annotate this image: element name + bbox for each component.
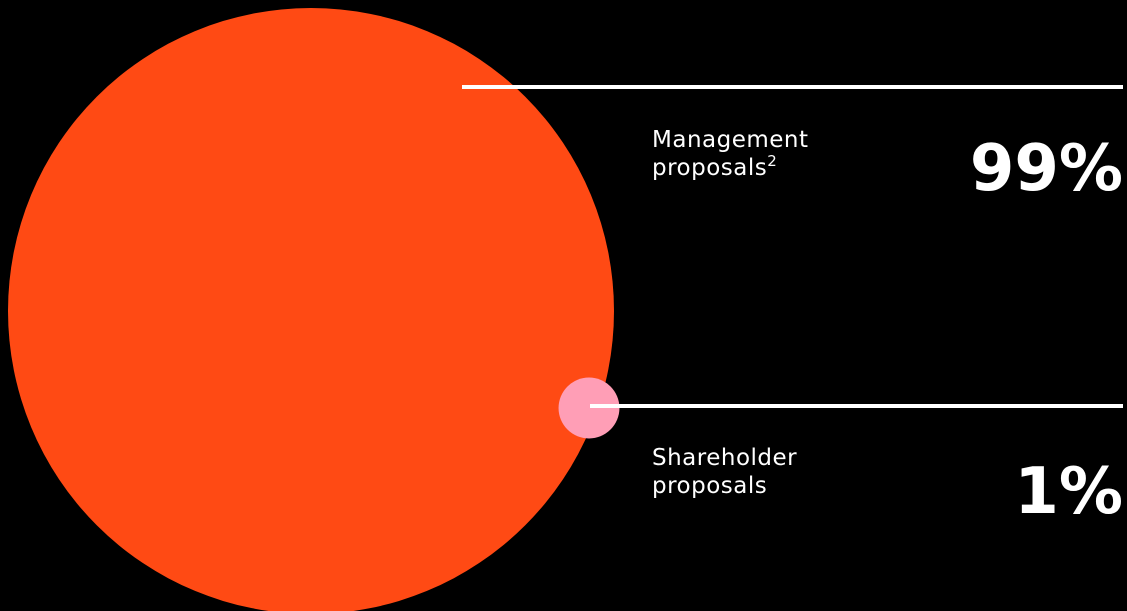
- value-label: 99%: [970, 132, 1123, 206]
- bubble: [8, 8, 614, 611]
- category-label: Shareholder proposals: [652, 444, 842, 500]
- value-label: 1%: [1014, 455, 1123, 529]
- footnote-marker: 2: [767, 152, 778, 170]
- category-text: Management proposals: [652, 127, 809, 181]
- category-text: Shareholder proposals: [652, 445, 798, 499]
- bubble: [558, 377, 620, 439]
- category-label-box: Management proposals2: [652, 126, 842, 182]
- category-label: Management proposals2: [652, 126, 842, 182]
- category-label-box: Shareholder proposals: [652, 444, 842, 500]
